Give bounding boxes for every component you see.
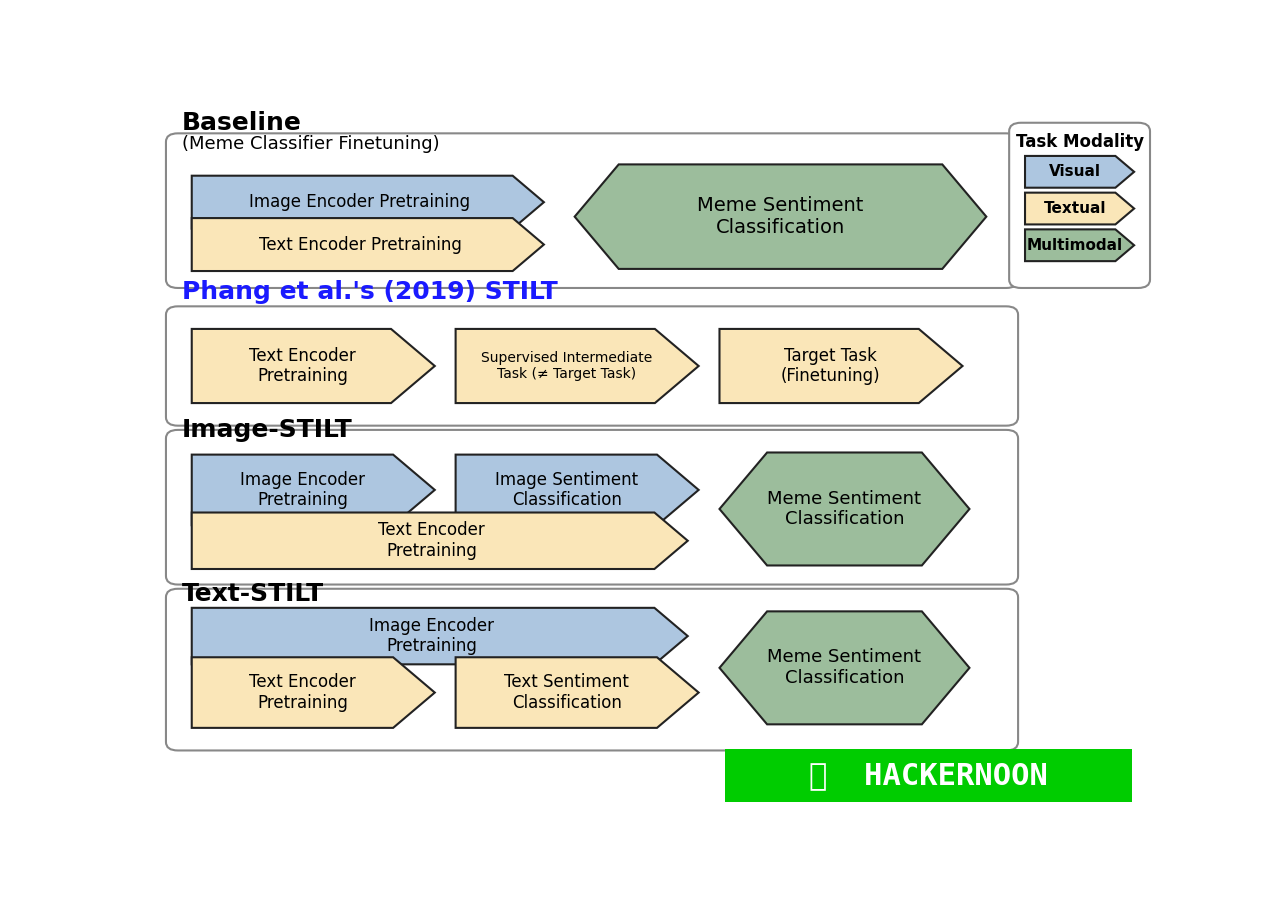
Text: Multimodal: Multimodal — [1027, 238, 1123, 253]
Polygon shape — [192, 218, 544, 271]
FancyBboxPatch shape — [166, 306, 1018, 425]
Text: ⬤  HACKERNOON: ⬤ HACKERNOON — [809, 761, 1048, 790]
Text: (Meme Classifier Finetuning): (Meme Classifier Finetuning) — [182, 135, 439, 153]
Text: Meme Sentiment
Classification: Meme Sentiment Classification — [698, 196, 864, 238]
FancyBboxPatch shape — [726, 749, 1132, 802]
Text: Text Sentiment
Classification: Text Sentiment Classification — [504, 673, 630, 712]
Text: Phang et al.'s (2019) STILT: Phang et al.'s (2019) STILT — [182, 280, 558, 304]
Polygon shape — [1025, 229, 1134, 261]
Polygon shape — [1025, 193, 1134, 225]
Text: Task Modality: Task Modality — [1015, 133, 1143, 151]
Text: Visual: Visual — [1048, 164, 1101, 180]
Polygon shape — [456, 329, 699, 403]
Text: Meme Sentiment
Classification: Meme Sentiment Classification — [768, 490, 922, 528]
Polygon shape — [192, 608, 687, 664]
FancyBboxPatch shape — [166, 430, 1018, 584]
Polygon shape — [719, 612, 969, 724]
Text: Text Encoder Pretraining: Text Encoder Pretraining — [259, 236, 462, 253]
Polygon shape — [192, 657, 435, 728]
Text: Text-STILT: Text-STILT — [182, 581, 324, 606]
Polygon shape — [1025, 156, 1134, 188]
FancyBboxPatch shape — [166, 133, 1018, 288]
Polygon shape — [192, 176, 544, 228]
Text: Image Encoder
Pretraining: Image Encoder Pretraining — [369, 616, 494, 656]
Text: Text Encoder
Pretraining: Text Encoder Pretraining — [378, 522, 485, 560]
Text: Meme Sentiment
Classification: Meme Sentiment Classification — [768, 648, 922, 687]
Polygon shape — [456, 455, 699, 525]
Text: Supervised Intermediate
Task (≠ Target Task): Supervised Intermediate Task (≠ Target T… — [480, 351, 652, 381]
Text: Image Encoder
Pretraining: Image Encoder Pretraining — [241, 470, 365, 509]
Text: Text Encoder
Pretraining: Text Encoder Pretraining — [248, 347, 356, 385]
FancyBboxPatch shape — [1009, 123, 1149, 288]
Text: Text Encoder
Pretraining: Text Encoder Pretraining — [250, 673, 356, 712]
Text: Textual: Textual — [1043, 201, 1106, 216]
Text: Baseline: Baseline — [182, 111, 302, 135]
Polygon shape — [192, 513, 687, 569]
Polygon shape — [719, 329, 963, 403]
Polygon shape — [719, 452, 969, 566]
Polygon shape — [456, 657, 699, 728]
Polygon shape — [192, 329, 435, 403]
Polygon shape — [192, 455, 435, 525]
FancyBboxPatch shape — [166, 589, 1018, 750]
Text: Target Task
(Finetuning): Target Task (Finetuning) — [781, 347, 879, 385]
Text: Image-STILT: Image-STILT — [182, 418, 352, 442]
Text: Image Encoder Pretraining: Image Encoder Pretraining — [250, 193, 471, 211]
Polygon shape — [575, 164, 987, 269]
Text: Image Sentiment
Classification: Image Sentiment Classification — [495, 470, 639, 509]
